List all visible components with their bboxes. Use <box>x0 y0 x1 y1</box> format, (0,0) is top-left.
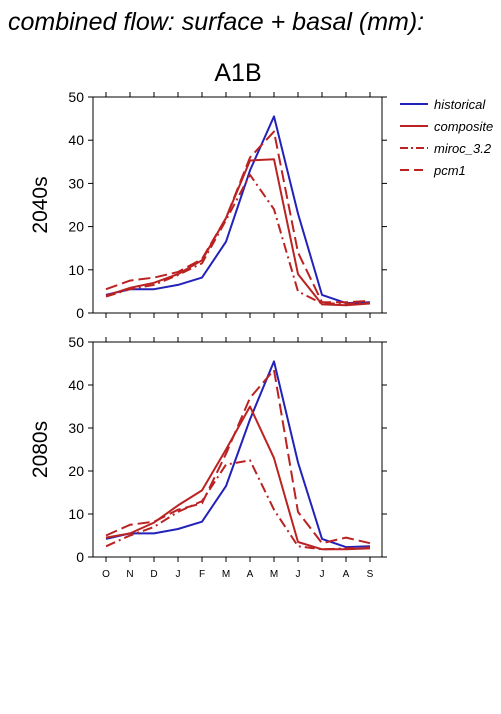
y-tick-label: 40 <box>68 377 84 393</box>
x-tick-label: M <box>222 569 230 580</box>
x-tick-label: A <box>343 569 350 580</box>
y-tick-label: 10 <box>68 262 84 278</box>
x-tick-label: M <box>270 569 278 580</box>
y-tick-label: 10 <box>68 506 84 522</box>
series-line-pcm1 <box>105 368 371 545</box>
legend: historical composite miroc_3.2 pcm1 <box>400 97 493 178</box>
legend-item-miroc-3-2: miroc_3.2 <box>400 141 492 156</box>
y-axis-label: 2040s <box>29 176 52 233</box>
figure-title: combined flow: surface + basal (mm): <box>8 8 424 36</box>
series-line-miroc-3-2 <box>105 173 371 305</box>
x-tick-label: J <box>176 569 181 580</box>
x-tick-label: F <box>199 569 205 580</box>
legend-item-pcm1: pcm1 <box>400 163 466 178</box>
y-axis-label: 2080s <box>29 421 52 478</box>
x-tick-label: O <box>102 569 110 580</box>
y-tick-label: 40 <box>68 132 84 148</box>
plot-frame <box>92 96 383 314</box>
series-line-miroc-3-2 <box>105 459 371 551</box>
y-tick-label: 50 <box>68 334 84 350</box>
x-tick-label: J <box>296 569 301 580</box>
plot-frame <box>92 341 383 558</box>
legend-item-composite: composite <box>400 119 493 134</box>
series-line-historical <box>105 360 371 549</box>
x-tick-label: A <box>247 569 254 580</box>
x-tick-label: S <box>367 569 374 580</box>
panels-layer: 0 10 20 30 40 50 2040s 0 10 20 30 40 50 O N D J F M A M J J A S 2… <box>29 89 387 580</box>
y-tick-label: 0 <box>76 549 84 565</box>
legend-label: composite <box>434 119 493 134</box>
series-line-pcm1 <box>105 130 371 304</box>
y-tick-label: 30 <box>68 175 84 191</box>
chart-panel-2080s: 0 10 20 30 40 50 O N D J F M A M J J A S 2080s <box>29 334 387 580</box>
y-tick-label: 0 <box>76 305 84 321</box>
y-tick-label: 20 <box>68 463 84 479</box>
legend-label: miroc_3.2 <box>434 141 492 156</box>
x-tick-label: D <box>150 569 157 580</box>
x-tick-label: N <box>126 569 133 580</box>
y-tick-label: 30 <box>68 420 84 436</box>
legend-label: historical <box>434 97 486 112</box>
y-tick-label: 20 <box>68 219 84 235</box>
legend-label: pcm1 <box>433 163 466 178</box>
series-line-historical <box>105 115 371 305</box>
x-tick-label: J <box>320 569 325 580</box>
y-tick-label: 50 <box>68 89 84 105</box>
chart-panel-2040s: 0 10 20 30 40 50 2040s <box>29 89 387 321</box>
scenario-title: A1B <box>214 59 261 87</box>
legend-item-historical: historical <box>400 97 486 112</box>
